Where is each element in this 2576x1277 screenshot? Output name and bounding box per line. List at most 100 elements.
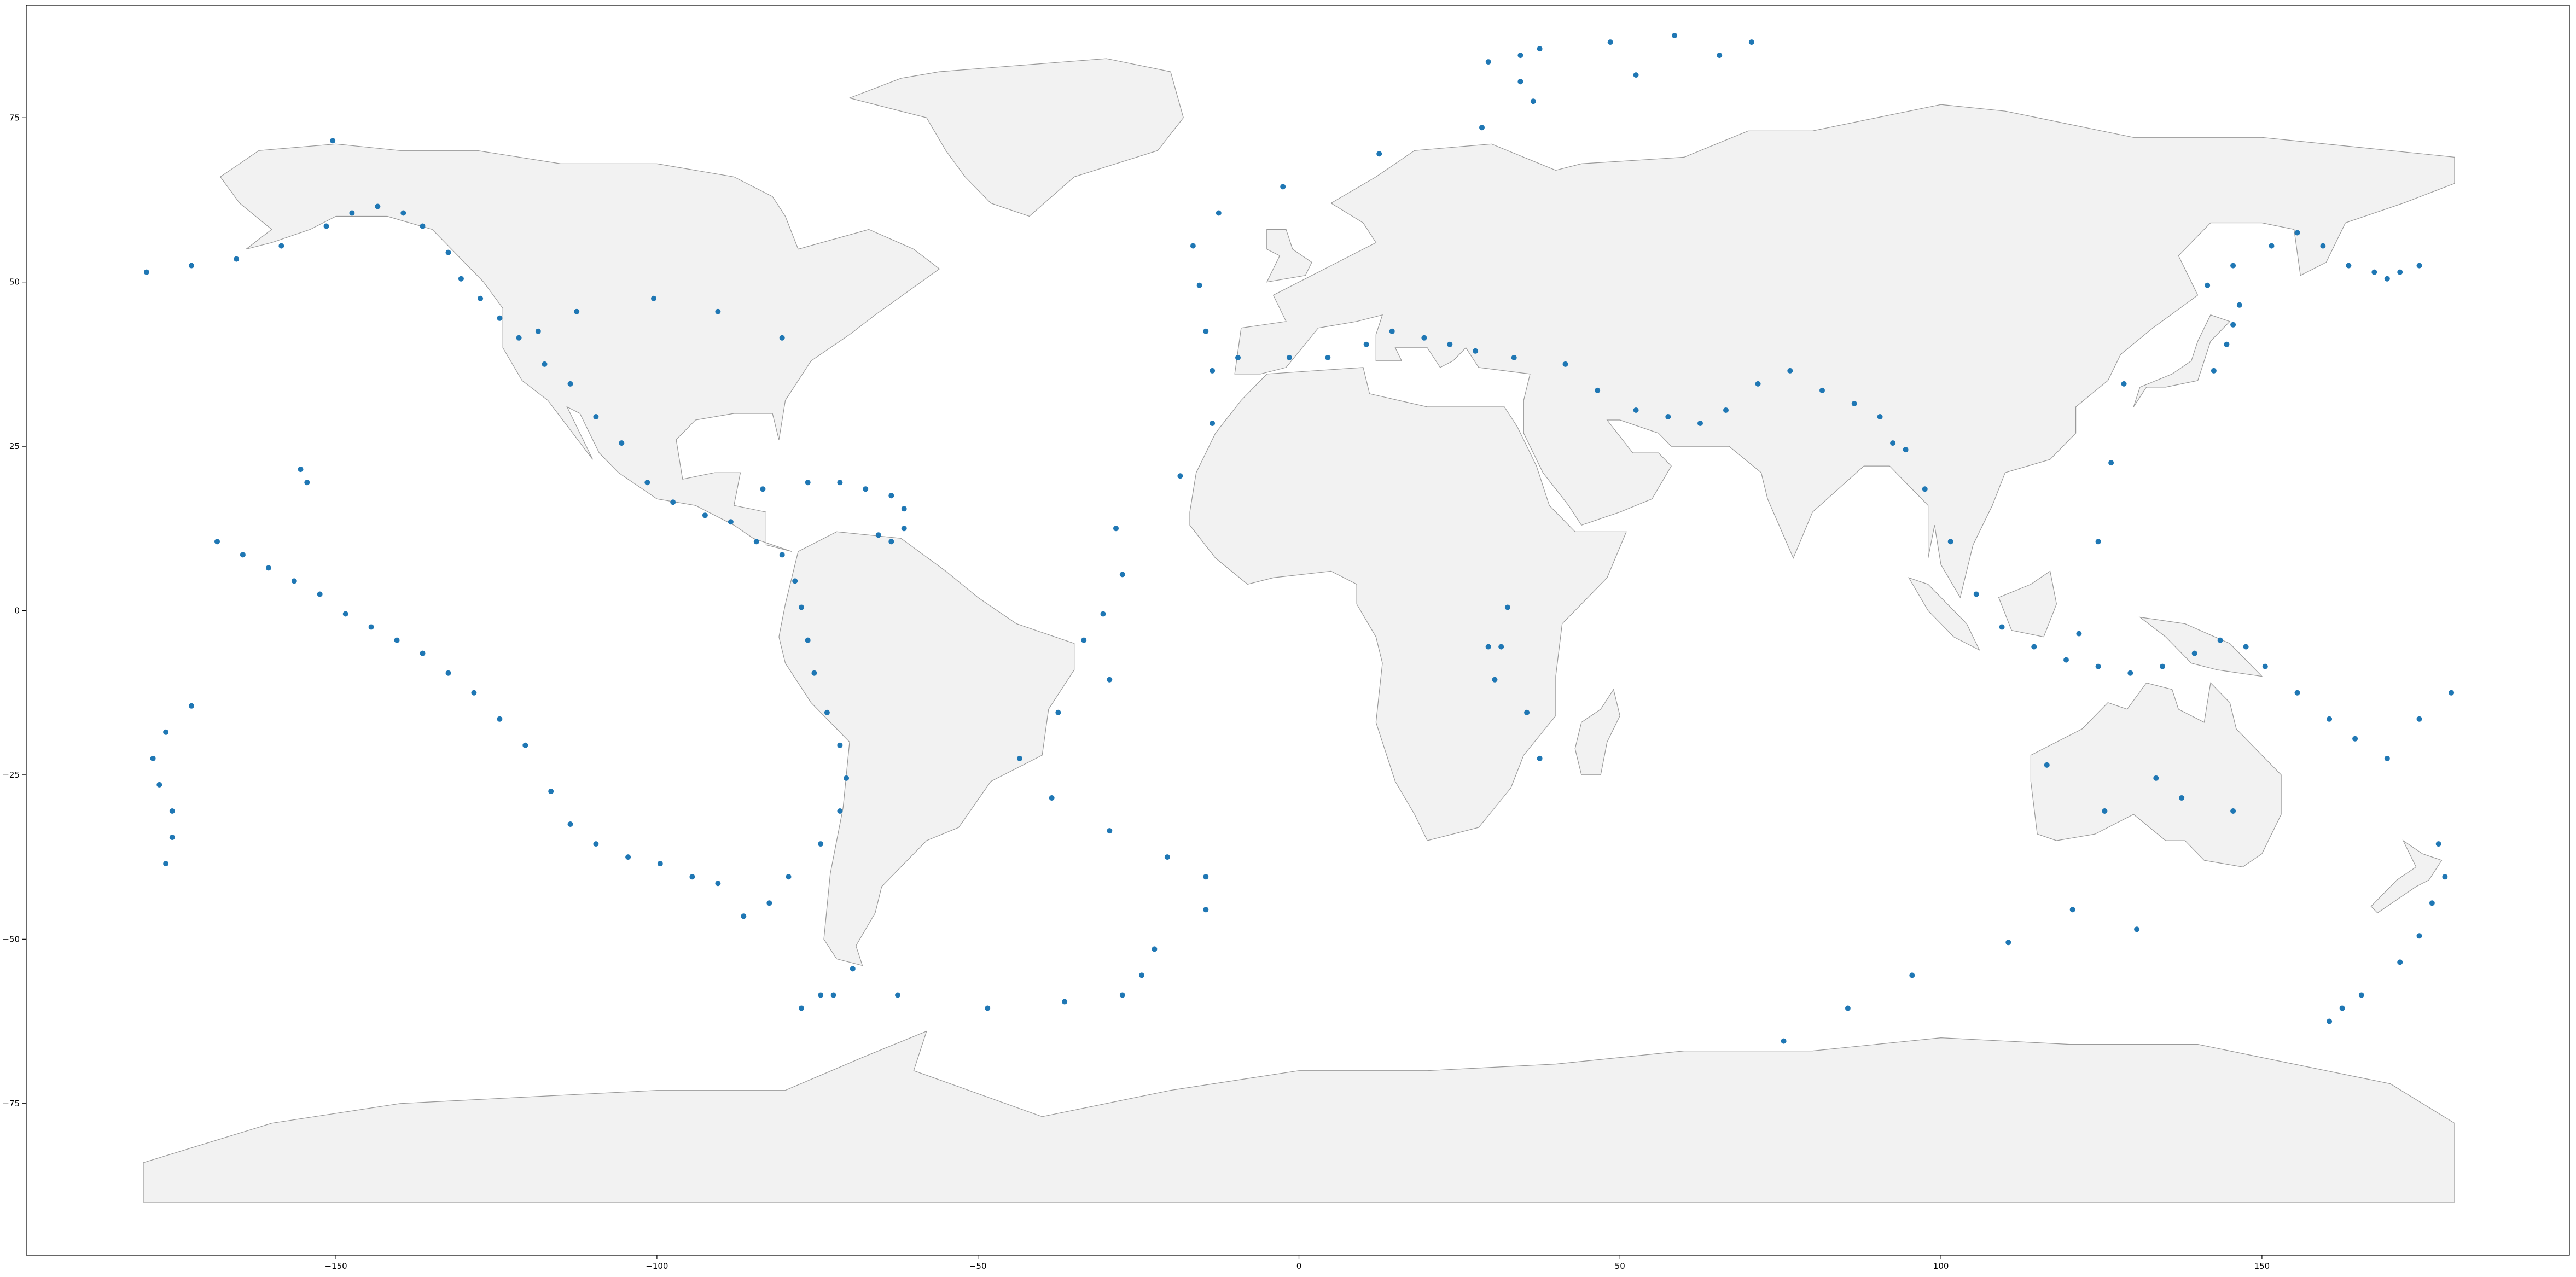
land-greenland bbox=[848, 58, 1184, 217]
earthquake-point bbox=[497, 315, 503, 321]
earthquake-point bbox=[792, 578, 798, 584]
earthquake-point bbox=[1672, 33, 1678, 38]
earthquake-point bbox=[2063, 657, 2069, 663]
earthquake-point bbox=[1235, 354, 1241, 360]
earthquake-point bbox=[349, 210, 355, 216]
earthquake-point bbox=[1203, 907, 1209, 913]
earthquake-point bbox=[2416, 263, 2422, 269]
earthquake-point bbox=[2449, 690, 2455, 696]
earthquake-point bbox=[163, 861, 169, 867]
earthquake-point bbox=[818, 841, 824, 847]
earthquake-point bbox=[2211, 368, 2217, 374]
earthquake-point bbox=[368, 624, 374, 630]
earthquake-point bbox=[150, 755, 156, 761]
earthquake-point bbox=[689, 874, 695, 880]
earthquake-point bbox=[445, 670, 451, 676]
earthquake-point bbox=[875, 532, 881, 538]
land-eurasia bbox=[1234, 104, 2455, 599]
earthquake-point bbox=[741, 913, 747, 919]
earthquake-point bbox=[1017, 755, 1022, 761]
x-tick-label: −100 bbox=[646, 1261, 668, 1271]
earthquake-point bbox=[1633, 407, 1639, 413]
earthquake-point bbox=[715, 308, 721, 314]
earthquake-point bbox=[1479, 125, 1485, 131]
earthquake-point bbox=[2397, 959, 2403, 965]
earthquake-point bbox=[837, 742, 843, 748]
earthquake-point bbox=[375, 203, 381, 209]
earthquake-point bbox=[497, 716, 503, 722]
earthquake-point bbox=[234, 256, 240, 262]
earthquake-point bbox=[1485, 59, 1491, 65]
earthquake-point bbox=[1562, 361, 1568, 367]
earthquake-point bbox=[837, 808, 843, 814]
earthquake-point bbox=[2320, 243, 2326, 249]
earthquake-point bbox=[2429, 900, 2435, 906]
land-borneo bbox=[1998, 570, 2057, 638]
earthquake-point bbox=[863, 486, 869, 492]
earthquake-point bbox=[1595, 387, 1601, 393]
earthquake-point bbox=[1447, 341, 1453, 347]
earthquake-point bbox=[1504, 604, 1510, 610]
earthquake-point bbox=[1152, 946, 1158, 952]
earthquake-point bbox=[298, 467, 304, 473]
earthquake-point bbox=[1973, 591, 1979, 597]
earthquake-point bbox=[901, 526, 907, 532]
earthquake-point bbox=[2191, 650, 2197, 656]
earthquake-point bbox=[567, 821, 573, 827]
earthquake-point bbox=[1177, 473, 1183, 479]
x-axis: −150 −100 −50 0 50 100 150 bbox=[324, 1255, 2270, 1271]
earthquake-point bbox=[1286, 354, 1292, 360]
earthquake-point bbox=[1062, 999, 1068, 1005]
earthquake-point bbox=[779, 552, 785, 558]
earthquake-point bbox=[1190, 243, 1196, 249]
earthquake-point bbox=[786, 874, 792, 880]
earthquake-point bbox=[1210, 421, 1216, 426]
earthquake-point bbox=[1119, 992, 1125, 998]
earthquake-point bbox=[811, 670, 817, 676]
earthquake-point bbox=[670, 499, 676, 505]
earthquake-point bbox=[2230, 263, 2236, 269]
earthquake-point bbox=[420, 650, 426, 656]
earthquake-point bbox=[2294, 690, 2300, 696]
earthquake-point bbox=[1511, 354, 1517, 360]
x-tick-label: 100 bbox=[1933, 1261, 1949, 1271]
earthquake-point bbox=[1607, 39, 1613, 45]
earthquake-point bbox=[522, 742, 528, 748]
earthquake-point bbox=[2294, 230, 2300, 236]
y-tick-label: 75 bbox=[9, 113, 20, 123]
earthquake-point bbox=[535, 328, 541, 334]
earthquake-point bbox=[278, 243, 284, 249]
earthquake-point bbox=[1537, 46, 1543, 52]
earthquake-point bbox=[445, 249, 451, 255]
earthquake-point bbox=[2262, 663, 2268, 669]
earthquake-point bbox=[651, 295, 656, 301]
earthquake-point bbox=[2005, 940, 2011, 946]
earthquake-point bbox=[1485, 644, 1491, 650]
earthquake-point bbox=[1473, 348, 1479, 354]
land-south-america bbox=[778, 531, 1075, 966]
land-new-zealand bbox=[2370, 839, 2443, 914]
earthquake-point bbox=[2160, 663, 2165, 669]
earthquake-point bbox=[2352, 736, 2358, 742]
earthquake-point bbox=[1890, 440, 1896, 446]
land-madagascar bbox=[1574, 689, 1620, 775]
earthquake-point bbox=[2134, 926, 2140, 932]
earthquake-point bbox=[2435, 841, 2441, 847]
earthquake-point bbox=[265, 565, 271, 571]
earthquake-point bbox=[143, 269, 149, 275]
earthquake-point bbox=[625, 854, 631, 860]
earthquake-point bbox=[1787, 368, 1793, 374]
earthquake-point bbox=[156, 782, 162, 788]
earthquake-point bbox=[2416, 716, 2422, 722]
earthquake-point bbox=[805, 637, 811, 643]
earthquake-point bbox=[2095, 539, 2101, 545]
y-tick-label: −50 bbox=[2, 934, 20, 944]
earthquake-point bbox=[2205, 282, 2211, 288]
earthquake-point bbox=[1216, 210, 1222, 216]
earthquake-point bbox=[2339, 1005, 2345, 1011]
x-tick-label: 0 bbox=[1296, 1261, 1302, 1271]
earthquake-point bbox=[2179, 795, 2185, 801]
earthquake-point bbox=[471, 690, 477, 696]
land-australia bbox=[2030, 682, 2282, 867]
earthquake-point bbox=[1877, 414, 1883, 419]
